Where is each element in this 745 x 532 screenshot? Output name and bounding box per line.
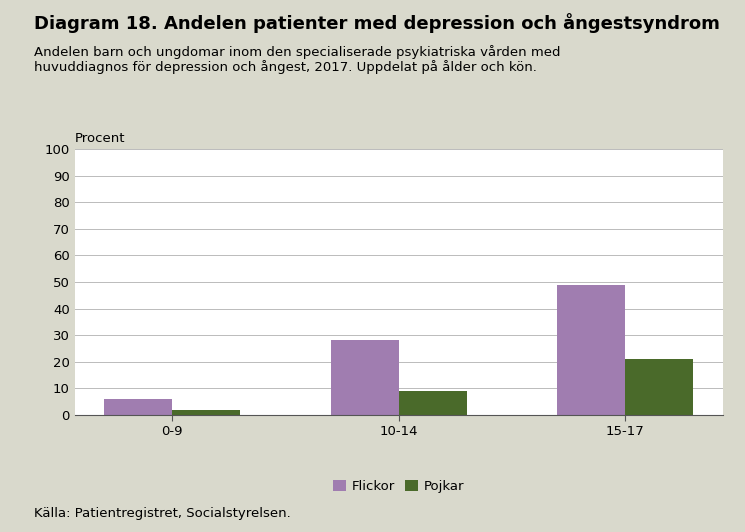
- Text: Procent: Procent: [74, 132, 125, 145]
- Bar: [172, 410, 240, 415]
- Bar: [104, 399, 172, 415]
- Text: huvuddiagnos för depression och ångest, 2017. Uppdelat på ålder och kön.: huvuddiagnos för depression och ångest, …: [34, 60, 536, 74]
- Text: Diagram 18. Andelen patienter med depression och ångestsyndrom: Diagram 18. Andelen patienter med depres…: [34, 13, 720, 34]
- Bar: [625, 359, 693, 415]
- Text: Andelen barn och ungdomar inom den specialiserade psykiatriska vården med: Andelen barn och ungdomar inom den speci…: [34, 45, 560, 59]
- Bar: [557, 285, 625, 415]
- Text: Källa: Patientregistret, Socialstyrelsen.: Källa: Patientregistret, Socialstyrelsen…: [34, 508, 291, 520]
- Bar: [399, 391, 466, 415]
- Legend: Flickor, Pojkar: Flickor, Pojkar: [328, 475, 469, 498]
- Bar: [331, 340, 399, 415]
